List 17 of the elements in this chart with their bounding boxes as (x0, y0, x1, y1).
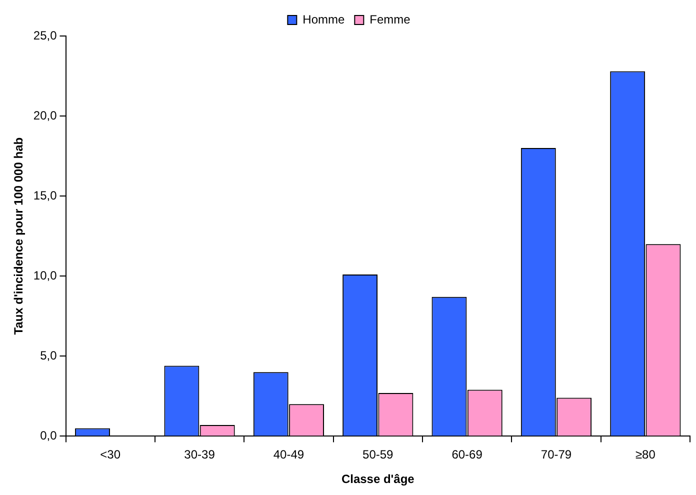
y-tick-label: 20,0 (33, 108, 58, 122)
x-tick-label: 60-69 (452, 448, 483, 462)
x-tick-label: 30-39 (184, 448, 216, 462)
y-tick-label: 0,0 (40, 428, 58, 443)
x-tick-label: ≥80 (635, 448, 656, 462)
x-tick-label: 40-49 (273, 448, 304, 462)
x-tick-label: 50-59 (362, 448, 394, 462)
y-axis-title: Taux d'incidence pour 100 000 hab (12, 137, 26, 335)
y-tick-label: 15,0 (33, 188, 58, 202)
x-tick-label: <30 (100, 448, 121, 462)
x-tick-label: 70-79 (540, 448, 572, 462)
y-tick-label: 10,0 (33, 268, 58, 282)
legend-label: Femme (370, 12, 411, 26)
x-axis-title: Classe d'âge (341, 472, 415, 486)
y-tick-label: 25,0 (33, 28, 58, 42)
legend-label: Homme (302, 12, 345, 26)
y-tick-label: 5,0 (40, 348, 58, 362)
